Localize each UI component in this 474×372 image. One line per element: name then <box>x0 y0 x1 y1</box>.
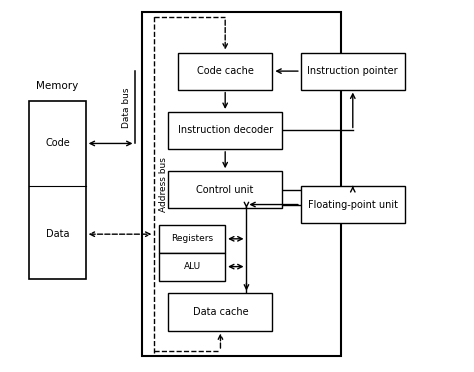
Text: Control unit: Control unit <box>197 185 254 195</box>
Text: Address bus: Address bus <box>159 157 168 212</box>
Bar <box>168 171 282 208</box>
Bar <box>29 101 86 279</box>
Text: Registers: Registers <box>171 234 213 243</box>
Text: ALU: ALU <box>183 262 201 271</box>
Text: Floating-point unit: Floating-point unit <box>308 199 398 209</box>
Bar <box>159 253 225 280</box>
Bar <box>168 112 282 149</box>
Bar <box>178 52 273 90</box>
Text: Code cache: Code cache <box>197 66 254 76</box>
Text: Data bus: Data bus <box>122 87 131 128</box>
Text: Code: Code <box>45 138 70 148</box>
Bar <box>168 294 273 331</box>
Text: Instruction decoder: Instruction decoder <box>178 125 273 135</box>
Text: Memory: Memory <box>36 81 79 92</box>
Bar <box>159 225 225 253</box>
Bar <box>301 52 405 90</box>
Text: Instruction pointer: Instruction pointer <box>308 66 398 76</box>
Text: Data: Data <box>46 229 69 239</box>
Bar <box>301 186 405 223</box>
Text: Data cache: Data cache <box>192 307 248 317</box>
Bar <box>143 12 341 356</box>
